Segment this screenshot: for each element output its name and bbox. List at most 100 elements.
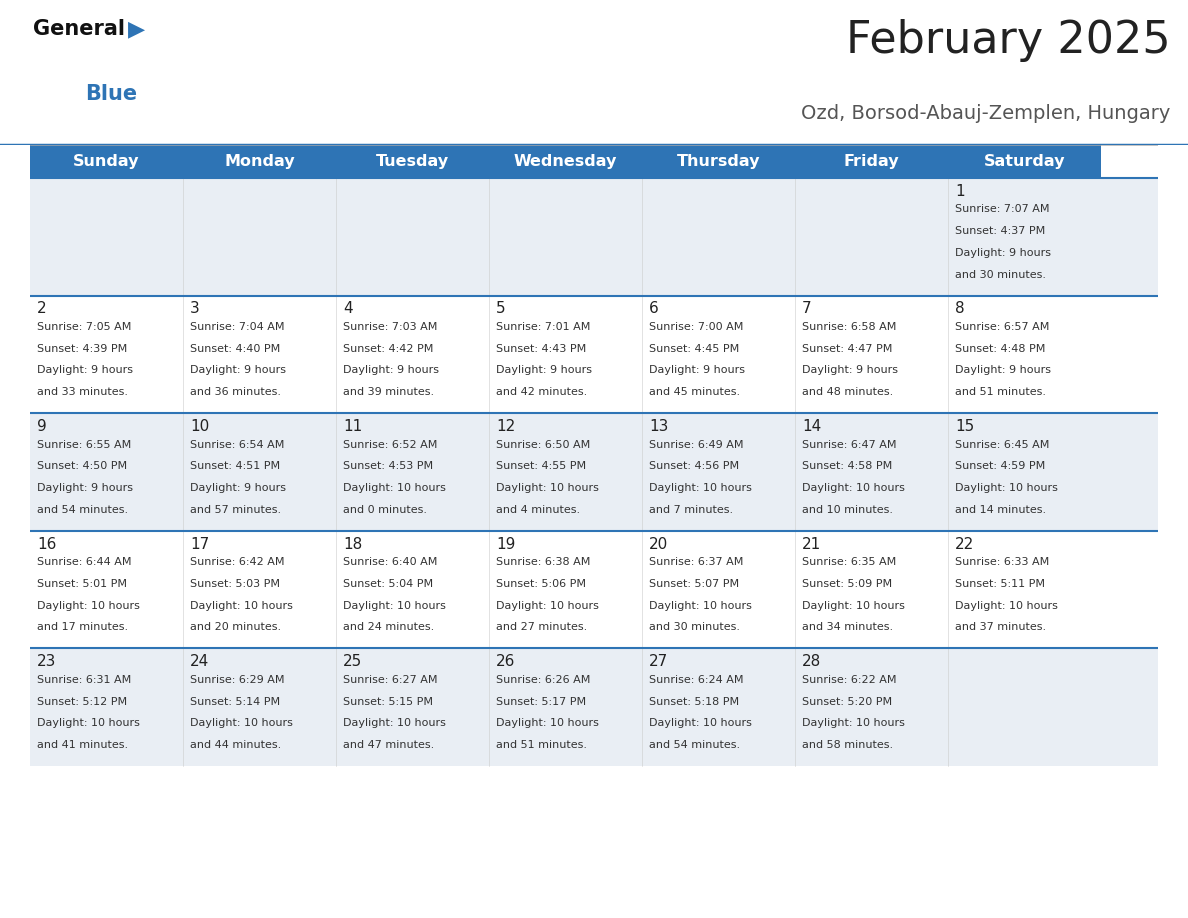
Text: Sunrise: 6:26 AM: Sunrise: 6:26 AM [495,675,590,685]
Text: Sunrise: 6:57 AM: Sunrise: 6:57 AM [955,322,1049,332]
Text: and 44 minutes.: and 44 minutes. [190,740,282,750]
Text: and 27 minutes.: and 27 minutes. [495,622,587,633]
Text: Sunrise: 7:04 AM: Sunrise: 7:04 AM [190,322,284,332]
Text: and 24 minutes.: and 24 minutes. [343,622,434,633]
Text: and 20 minutes.: and 20 minutes. [190,622,282,633]
Text: Daylight: 10 hours: Daylight: 10 hours [649,600,752,610]
Text: Sunrise: 6:52 AM: Sunrise: 6:52 AM [343,440,437,450]
Text: 4: 4 [343,301,353,317]
Text: Sunset: 5:07 PM: Sunset: 5:07 PM [649,579,739,589]
Text: Sunrise: 6:40 AM: Sunrise: 6:40 AM [343,557,437,567]
Text: and 37 minutes.: and 37 minutes. [955,622,1047,633]
Text: and 54 minutes.: and 54 minutes. [649,740,740,750]
Text: Sunset: 4:37 PM: Sunset: 4:37 PM [955,226,1045,236]
Bar [30,178,1158,296]
Text: Sunset: 4:40 PM: Sunset: 4:40 PM [190,343,280,353]
Text: Daylight: 10 hours: Daylight: 10 hours [802,718,905,728]
Text: Sunrise: 6:42 AM: Sunrise: 6:42 AM [190,557,284,567]
Text: Sunrise: 6:49 AM: Sunrise: 6:49 AM [649,440,744,450]
Text: Daylight: 10 hours: Daylight: 10 hours [649,483,752,493]
Text: Tuesday: Tuesday [375,154,449,169]
Bar [30,296,1158,413]
Text: 2: 2 [37,301,46,317]
Text: February 2025: February 2025 [846,19,1170,62]
Text: 13: 13 [649,419,669,434]
Text: Sunday: Sunday [74,154,140,169]
Text: 12: 12 [495,419,516,434]
Text: 14: 14 [802,419,821,434]
Text: Daylight: 10 hours: Daylight: 10 hours [190,718,292,728]
Text: and 47 minutes.: and 47 minutes. [343,740,434,750]
Text: Daylight: 10 hours: Daylight: 10 hours [955,483,1057,493]
Text: Sunrise: 6:44 AM: Sunrise: 6:44 AM [37,557,132,567]
Text: 1: 1 [955,184,965,199]
Text: Ozd, Borsod-Abauj-Zemplen, Hungary: Ozd, Borsod-Abauj-Zemplen, Hungary [801,104,1170,123]
Text: Sunset: 4:47 PM: Sunset: 4:47 PM [802,343,892,353]
Text: Sunset: 5:20 PM: Sunset: 5:20 PM [802,697,892,707]
Text: 3: 3 [190,301,200,317]
Text: Sunrise: 6:55 AM: Sunrise: 6:55 AM [37,440,131,450]
Text: 27: 27 [649,655,668,669]
Text: Sunrise: 6:54 AM: Sunrise: 6:54 AM [190,440,284,450]
Text: Sunrise: 6:37 AM: Sunrise: 6:37 AM [649,557,744,567]
Text: Sunset: 4:55 PM: Sunset: 4:55 PM [495,462,586,471]
Text: 26: 26 [495,655,516,669]
Text: Sunset: 4:39 PM: Sunset: 4:39 PM [37,343,127,353]
Text: Sunset: 5:17 PM: Sunset: 5:17 PM [495,697,586,707]
Text: ▶: ▶ [128,19,145,39]
Text: and 34 minutes.: and 34 minutes. [802,622,893,633]
Text: 7: 7 [802,301,811,317]
Text: 16: 16 [37,537,56,552]
Bar [183,145,336,178]
Text: and 30 minutes.: and 30 minutes. [649,622,740,633]
Text: Sunrise: 7:01 AM: Sunrise: 7:01 AM [495,322,590,332]
Text: Sunset: 4:50 PM: Sunset: 4:50 PM [37,462,127,471]
Text: and 41 minutes.: and 41 minutes. [37,740,128,750]
Bar [336,145,489,178]
Text: Sunrise: 6:50 AM: Sunrise: 6:50 AM [495,440,590,450]
Text: Daylight: 10 hours: Daylight: 10 hours [37,600,140,610]
Text: 28: 28 [802,655,821,669]
Text: Sunset: 5:18 PM: Sunset: 5:18 PM [649,697,739,707]
Text: and 36 minutes.: and 36 minutes. [190,387,280,397]
Text: and 51 minutes.: and 51 minutes. [955,387,1045,397]
Bar [489,145,642,178]
Text: Sunrise: 6:33 AM: Sunrise: 6:33 AM [955,557,1049,567]
Text: 22: 22 [955,537,974,552]
Text: 11: 11 [343,419,362,434]
Text: and 48 minutes.: and 48 minutes. [802,387,893,397]
Text: 24: 24 [190,655,209,669]
Text: Sunrise: 7:07 AM: Sunrise: 7:07 AM [955,205,1049,215]
Text: and 45 minutes.: and 45 minutes. [649,387,740,397]
Text: Daylight: 9 hours: Daylight: 9 hours [495,365,592,375]
Text: and 14 minutes.: and 14 minutes. [955,505,1047,515]
Text: and 10 minutes.: and 10 minutes. [802,505,893,515]
Text: General: General [33,19,125,39]
Text: Daylight: 9 hours: Daylight: 9 hours [37,365,133,375]
Text: Sunset: 5:03 PM: Sunset: 5:03 PM [190,579,280,589]
Text: Sunrise: 6:27 AM: Sunrise: 6:27 AM [343,675,437,685]
Text: 19: 19 [495,537,516,552]
Bar [30,531,1158,648]
Text: Monday: Monday [225,154,295,169]
Text: Sunset: 5:15 PM: Sunset: 5:15 PM [343,697,432,707]
Text: Sunrise: 7:05 AM: Sunrise: 7:05 AM [37,322,131,332]
Bar [642,145,795,178]
Text: and 39 minutes.: and 39 minutes. [343,387,434,397]
Text: Daylight: 10 hours: Daylight: 10 hours [802,600,905,610]
Text: Daylight: 9 hours: Daylight: 9 hours [649,365,745,375]
Text: Sunrise: 6:38 AM: Sunrise: 6:38 AM [495,557,590,567]
Text: and 33 minutes.: and 33 minutes. [37,387,128,397]
Text: Sunset: 5:14 PM: Sunset: 5:14 PM [190,697,280,707]
Text: 9: 9 [37,419,46,434]
Bar [795,145,948,178]
Text: Sunset: 5:12 PM: Sunset: 5:12 PM [37,697,127,707]
Text: and 58 minutes.: and 58 minutes. [802,740,893,750]
Text: Daylight: 10 hours: Daylight: 10 hours [343,600,446,610]
Text: Sunrise: 6:47 AM: Sunrise: 6:47 AM [802,440,897,450]
Bar [30,648,1158,766]
Text: Sunrise: 6:31 AM: Sunrise: 6:31 AM [37,675,131,685]
Text: Sunset: 4:48 PM: Sunset: 4:48 PM [955,343,1045,353]
Text: 8: 8 [955,301,965,317]
Text: Thursday: Thursday [677,154,760,169]
